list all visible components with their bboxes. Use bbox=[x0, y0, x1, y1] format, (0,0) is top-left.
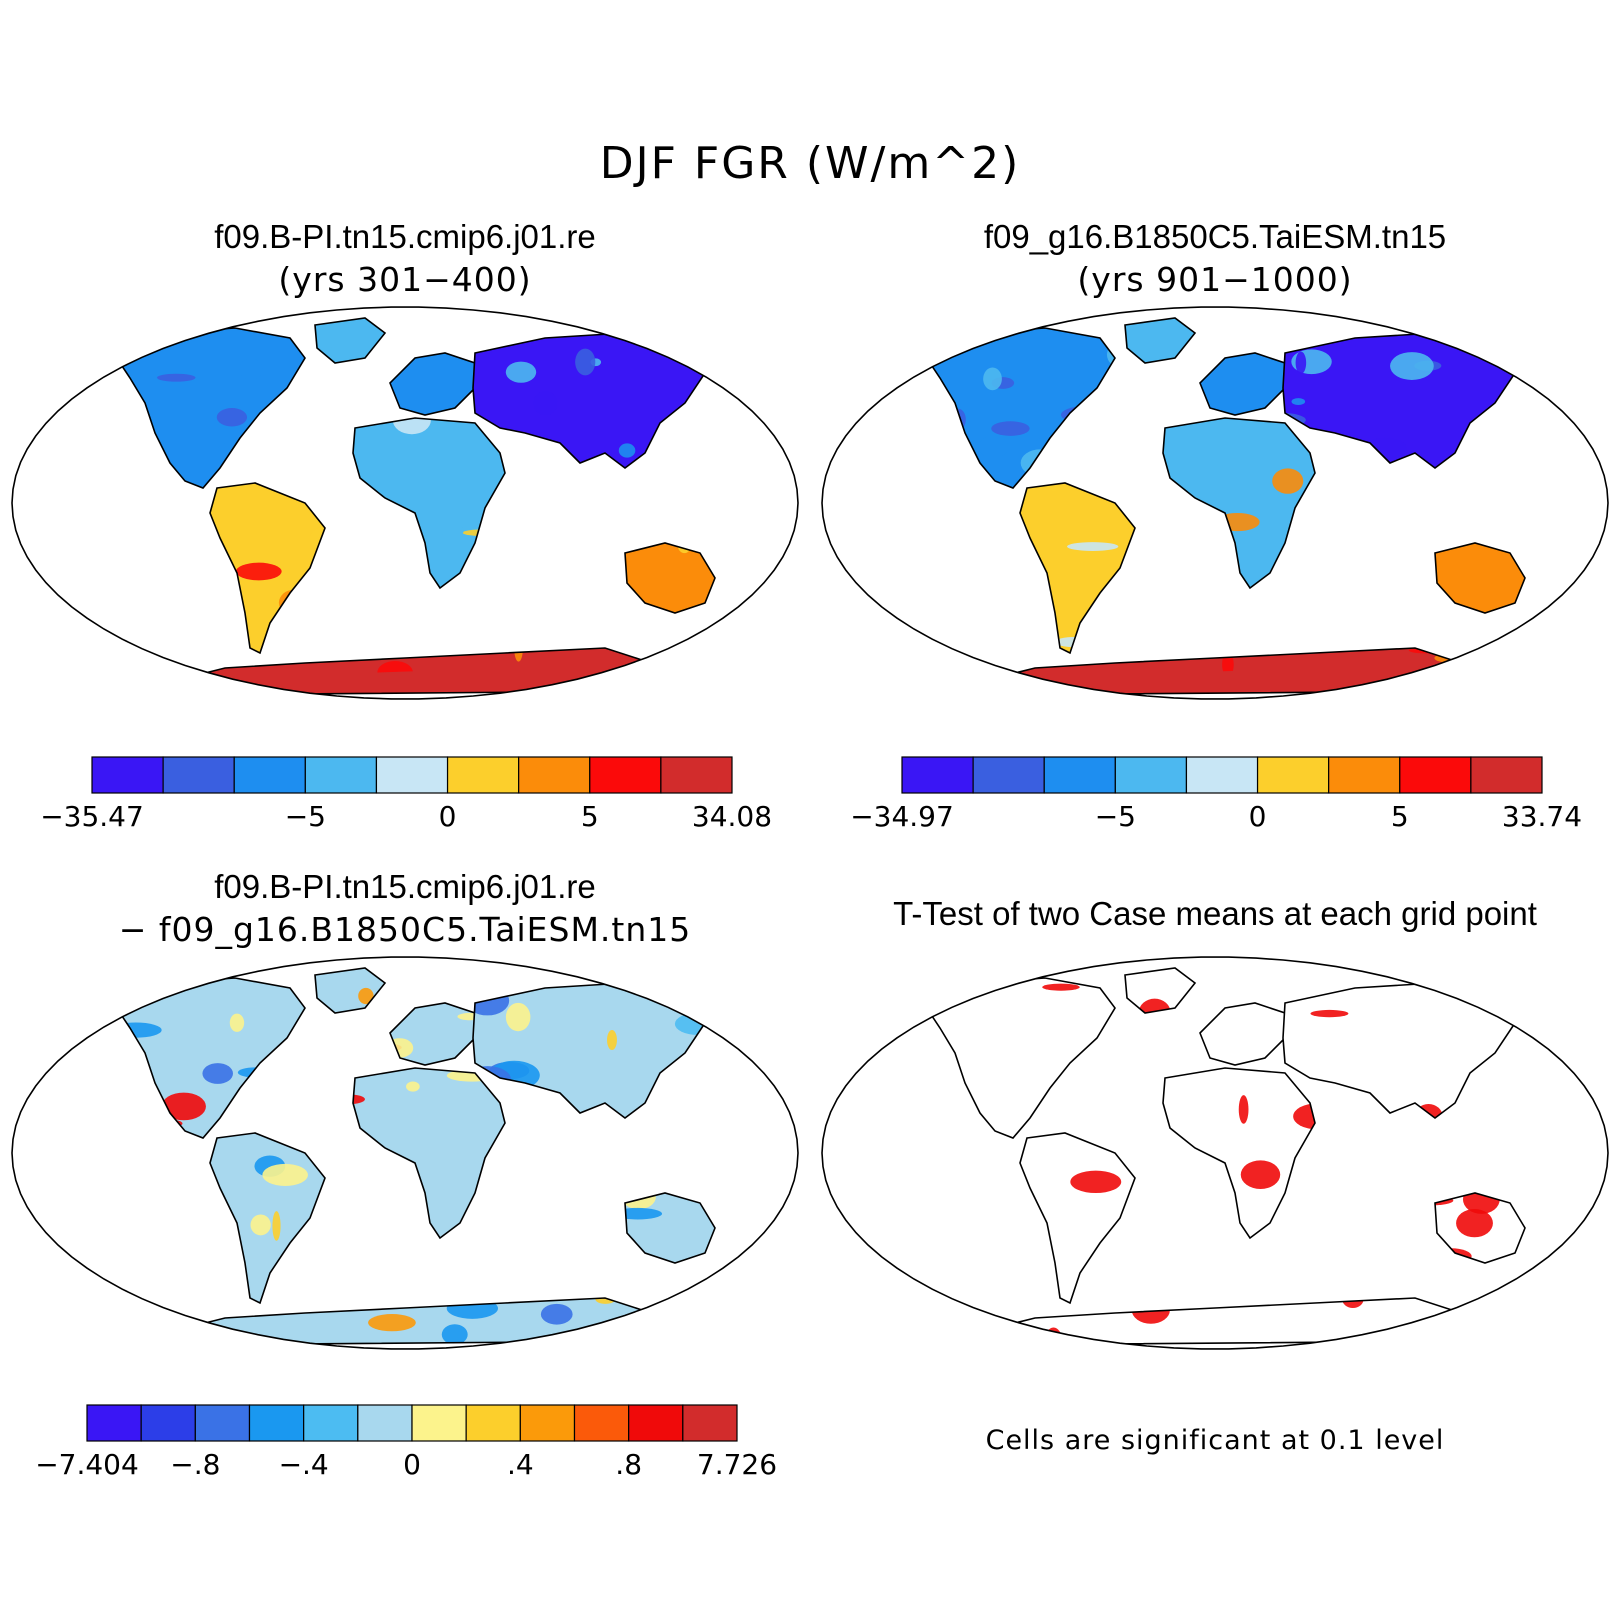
colorbar-label: 34.08 bbox=[692, 800, 772, 833]
colorbar-label: −7.404 bbox=[35, 1448, 139, 1481]
colorbar-label: 5 bbox=[1391, 800, 1409, 833]
colorbar-box bbox=[589, 756, 662, 794]
colorbar-box bbox=[660, 756, 733, 794]
colorbar-box bbox=[357, 1404, 413, 1442]
colorbar-box bbox=[375, 756, 449, 794]
colorbar-difference: −7.404 −.8 −.4 0 .4 .8 7.726 bbox=[35, 1404, 777, 1481]
colorbar-box bbox=[1399, 756, 1472, 794]
colorbar-box bbox=[91, 756, 164, 794]
panel-case2: f09_g16.B1850C5.TaiESM.tn15 (yrs 901−100… bbox=[810, 0, 1620, 810]
colorbar-label: −5 bbox=[1095, 800, 1136, 833]
colorbar-label: 5 bbox=[581, 800, 599, 833]
colorbar-label: −.8 bbox=[170, 1448, 220, 1481]
colorbar-box bbox=[1185, 756, 1259, 794]
colorbar-case1: −35.47 −5 0 5 34.08 bbox=[40, 756, 772, 833]
panel-ttest: T-Test of two Case means at each grid po… bbox=[810, 0, 1620, 1456]
colorbar-box bbox=[194, 1404, 251, 1442]
colorbar-case2: −34.97 −5 0 5 33.74 bbox=[850, 756, 1582, 833]
colorbar-box bbox=[303, 1404, 359, 1442]
colorbar-box bbox=[465, 1404, 521, 1442]
figure-title: DJF FGR (W/m^2) bbox=[599, 138, 1021, 189]
panel-title: T-Test of two Case means at each grid po… bbox=[893, 895, 1537, 932]
colorbar-box bbox=[972, 756, 1045, 794]
colorbar-box bbox=[1256, 756, 1330, 794]
colorbar-box bbox=[519, 1404, 576, 1442]
colorbar-box bbox=[1470, 756, 1543, 794]
panel-subtitle: (yrs 901−1000) bbox=[1077, 260, 1353, 299]
colorbar-box bbox=[233, 756, 306, 794]
colorbar-box bbox=[628, 1404, 684, 1442]
panel-subtitle: (yrs 301−400) bbox=[278, 260, 532, 299]
colorbar-box bbox=[162, 756, 235, 794]
colorbar-box bbox=[682, 1404, 738, 1442]
colorbar-label: 33.74 bbox=[1502, 800, 1582, 833]
map-ttest bbox=[821, 956, 1609, 1350]
colorbar-box bbox=[248, 1404, 305, 1442]
map-case1 bbox=[11, 306, 799, 700]
colorbar-box bbox=[140, 1404, 196, 1442]
colorbar-box bbox=[304, 756, 378, 794]
colorbar-box bbox=[411, 1404, 467, 1442]
map-difference bbox=[11, 956, 799, 1350]
colorbar-box bbox=[1114, 756, 1188, 794]
panel-case1: f09.B-PI.tn15.cmip6.j01.re (yrs 301−400) bbox=[0, 0, 810, 810]
colorbar-box bbox=[518, 756, 591, 794]
colorbar-box bbox=[1043, 756, 1116, 794]
colorbar-label: 7.726 bbox=[697, 1448, 777, 1481]
panel-difference: f09.B-PI.tn15.cmip6.j01.re − f09_g16.B18… bbox=[0, 0, 810, 949]
colorbar-box bbox=[86, 1404, 142, 1442]
colorbar-label: 0 bbox=[403, 1448, 421, 1481]
colorbar-label: −34.97 bbox=[850, 800, 954, 833]
colorbar-label: 0 bbox=[439, 800, 457, 833]
colorbar-box bbox=[1328, 756, 1401, 794]
panel-title: f09_g16.B1850C5.TaiESM.tn15 bbox=[983, 218, 1447, 255]
significance-note: Cells are significant at 0.1 level bbox=[985, 1425, 1445, 1456]
colorbar-box bbox=[901, 756, 974, 794]
colorbar-label: −35.47 bbox=[40, 800, 144, 833]
panel-subtitle: − f09_g16.B1850C5.TaiESM.tn15 bbox=[118, 910, 692, 949]
colorbar-label: 0 bbox=[1249, 800, 1267, 833]
panel-title: f09.B-PI.tn15.cmip6.j01.re bbox=[214, 868, 596, 905]
colorbar-label: .8 bbox=[615, 1448, 642, 1481]
colorbar-label: −5 bbox=[285, 800, 326, 833]
colorbar-label: .4 bbox=[507, 1448, 534, 1481]
panel-title: f09.B-PI.tn15.cmip6.j01.re bbox=[214, 218, 596, 255]
colorbar-box bbox=[573, 1404, 630, 1442]
colorbar-label: −.4 bbox=[279, 1448, 329, 1481]
map-case2 bbox=[821, 306, 1609, 700]
